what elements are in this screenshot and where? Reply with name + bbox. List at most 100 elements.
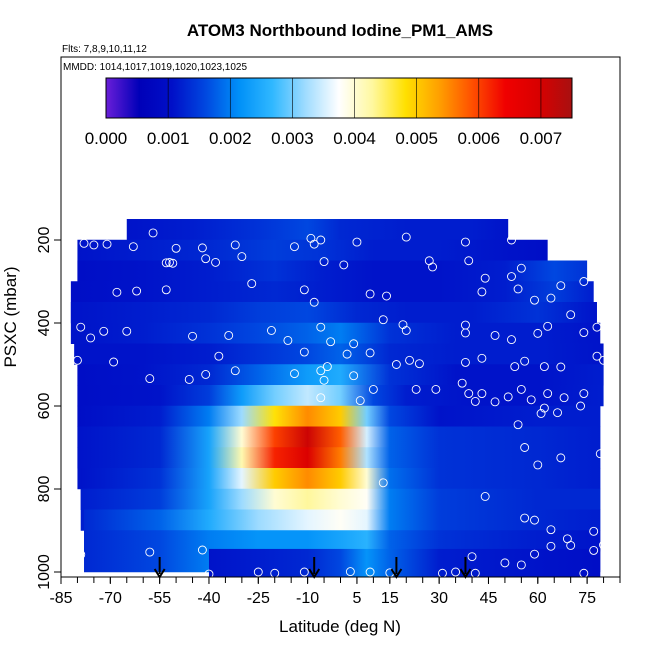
observation-point <box>299 285 309 295</box>
observation-point <box>470 568 480 577</box>
observation-point <box>503 392 513 402</box>
observation-point <box>477 287 487 297</box>
colorbar-tick-label: 0.002 <box>209 129 252 148</box>
observation-point <box>457 378 467 388</box>
observation-point <box>99 326 109 336</box>
observation-point <box>513 420 523 430</box>
observation-point <box>599 355 609 365</box>
observation-point <box>520 443 530 452</box>
y-tick-label: 400 <box>36 310 53 337</box>
observation-point <box>490 331 500 340</box>
observation-point <box>316 366 326 376</box>
observation-point <box>161 258 171 268</box>
observation-point <box>566 540 576 550</box>
observation-point <box>122 326 132 336</box>
colorbar-tick-label: 0.004 <box>333 129 376 148</box>
observation-point <box>345 567 355 577</box>
heatmap-layer <box>208 548 601 577</box>
x-tick-label: 30 <box>430 590 448 607</box>
observation-point <box>579 389 589 398</box>
x-tick-label: -25 <box>247 590 270 607</box>
observation-point <box>579 568 589 577</box>
observation-point <box>342 349 352 359</box>
observation-point <box>306 233 316 243</box>
x-tick-label: 60 <box>529 590 547 607</box>
observation-point <box>368 384 378 394</box>
observation-point <box>168 258 178 268</box>
y-tick-label: 600 <box>36 393 53 420</box>
observation-point <box>316 235 326 245</box>
observation-point <box>365 289 375 299</box>
observation-point <box>579 328 589 337</box>
observation-point <box>546 541 556 551</box>
observation-point <box>589 526 599 536</box>
x-axis: -85 -70 -55 -40 -25 -10 5 15 30 45 60 75 <box>49 577 621 607</box>
observation-point <box>589 545 599 555</box>
observation-point <box>516 560 526 570</box>
observation-point <box>513 284 523 294</box>
observation-point <box>576 401 585 411</box>
observation-point <box>188 331 197 341</box>
colorbar-tick-label: 0.005 <box>395 129 438 148</box>
observation-point <box>533 460 543 470</box>
observation-point <box>414 359 424 369</box>
y-tick-label: 1000 <box>36 554 53 590</box>
x-tick-label: 5 <box>352 590 361 607</box>
observation-point <box>86 333 96 343</box>
colorbar-tick-label: 0.001 <box>147 129 190 148</box>
observation-point <box>461 328 470 338</box>
observation-point <box>201 370 211 379</box>
observation-point <box>566 310 576 320</box>
observation-point <box>464 256 474 266</box>
x-axis-label: Latitude (deg N) <box>279 617 401 636</box>
observation-point <box>507 272 516 281</box>
observation-point <box>365 567 375 577</box>
observation-point <box>322 362 332 372</box>
flight-markers <box>153 557 472 579</box>
observation-point <box>556 281 566 291</box>
observation-point <box>148 228 158 238</box>
observation-point <box>490 397 500 407</box>
observation-point <box>211 257 220 267</box>
observation-point <box>556 453 566 463</box>
observation-point <box>319 375 329 385</box>
observation-point <box>556 362 566 372</box>
colorbar-tick-label: 0.007 <box>520 129 563 148</box>
observation-point <box>516 384 526 394</box>
plot-area <box>60 56 621 579</box>
observation-point <box>592 322 602 332</box>
observation-point <box>592 351 602 361</box>
observation-point <box>579 277 589 286</box>
observation-point <box>165 257 174 267</box>
observation-point <box>76 550 86 560</box>
colorbar-tick-label: 0.003 <box>271 129 314 148</box>
observation-point <box>161 285 171 295</box>
observation-point <box>230 366 240 376</box>
observation-point <box>319 257 329 267</box>
observation-point <box>461 237 470 247</box>
observation-point <box>145 374 155 384</box>
observation-point <box>401 232 411 242</box>
observation-point <box>520 513 530 523</box>
observation-point <box>530 515 539 525</box>
x-tick-label: -70 <box>99 590 122 607</box>
observation-point <box>470 396 480 406</box>
observation-point <box>237 252 247 262</box>
observation-point <box>349 339 359 349</box>
observation-point <box>546 293 556 303</box>
observation-point <box>589 266 599 276</box>
observation-point <box>283 335 293 345</box>
colorbar-tick-label: 0.006 <box>458 129 501 148</box>
observation-point <box>109 357 119 367</box>
observation-point <box>299 567 309 577</box>
observation-point <box>112 287 122 297</box>
y-axis: 200 400 600 800 1000 <box>36 227 61 590</box>
x-tick-label: -55 <box>148 590 171 607</box>
observation-point <box>553 408 562 418</box>
observation-point <box>405 355 415 365</box>
observation-point <box>253 567 263 577</box>
observation-point <box>230 240 240 250</box>
observation-point <box>61 288 63 295</box>
colorbar-gradient <box>105 77 573 119</box>
